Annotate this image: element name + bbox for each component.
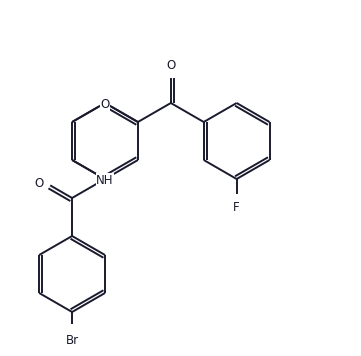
Text: O: O <box>100 98 110 111</box>
Text: O: O <box>35 177 44 190</box>
Text: O: O <box>166 59 175 72</box>
Text: F: F <box>233 200 240 214</box>
Text: Br: Br <box>66 334 79 347</box>
Text: NH: NH <box>96 174 114 187</box>
